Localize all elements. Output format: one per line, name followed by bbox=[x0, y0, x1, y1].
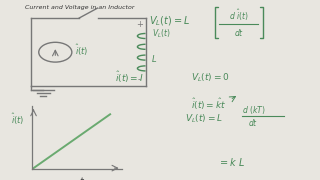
Text: -: - bbox=[138, 76, 141, 85]
Text: $d\ (kT)$: $d\ (kT)$ bbox=[242, 104, 266, 116]
Text: $\hat{i}(t) = \hat{k}t$: $\hat{i}(t) = \hat{k}t$ bbox=[191, 97, 226, 112]
Text: t: t bbox=[79, 177, 83, 180]
Text: +: + bbox=[136, 20, 143, 29]
Text: $dt$: $dt$ bbox=[234, 27, 244, 38]
Text: $\hat{i}(t) = I$: $\hat{i}(t) = I$ bbox=[116, 70, 144, 85]
Text: $\hat{i}(t)$: $\hat{i}(t)$ bbox=[12, 111, 25, 127]
Text: $V_L(t) = L$: $V_L(t) = L$ bbox=[185, 112, 223, 125]
Text: $d\ \hat{i}(t)$: $d\ \hat{i}(t)$ bbox=[229, 8, 249, 24]
Text: L: L bbox=[152, 55, 156, 64]
Text: $V_L(t)$: $V_L(t)$ bbox=[152, 28, 170, 40]
Text: $V_L(t) = L$: $V_L(t) = L$ bbox=[148, 15, 189, 28]
Text: $V_L(t) = 0$: $V_L(t) = 0$ bbox=[191, 71, 229, 84]
Text: $dt$: $dt$ bbox=[248, 118, 258, 129]
Text: $= k\ L$: $= k\ L$ bbox=[218, 156, 245, 168]
Text: Current and Voltage in an Inductor: Current and Voltage in an Inductor bbox=[25, 5, 135, 10]
Text: $\hat{i}(t)$: $\hat{i}(t)$ bbox=[75, 43, 88, 58]
